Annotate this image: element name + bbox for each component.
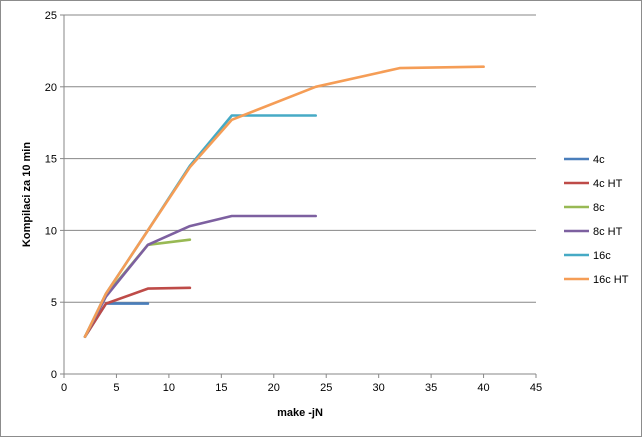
x-tick-label: 45 [530, 382, 542, 394]
x-tick-label: 30 [373, 382, 385, 394]
y-tick-label: 25 [45, 10, 57, 22]
x-tick-label: 25 [320, 382, 332, 394]
legend-label: 4c [593, 154, 605, 166]
y-tick-label: 20 [45, 82, 57, 94]
y-tick-label: 0 [51, 369, 57, 381]
y-tick-label: 5 [51, 297, 57, 309]
x-tick-label: 15 [215, 382, 227, 394]
legend-label: 8c [593, 202, 605, 214]
y-axis-title: Kompilaci za 10 min [21, 142, 33, 247]
series-line-4c-ht [83, 286, 192, 339]
y-tick-label: 10 [45, 225, 57, 237]
y-tick-label: 15 [45, 154, 57, 166]
legend-label: 16c HT [593, 274, 629, 286]
legend-label: 4c HT [593, 178, 623, 190]
x-tick-label: 0 [61, 382, 67, 394]
series-line-16c-ht [83, 65, 485, 339]
legend-label: 16c [593, 250, 611, 262]
x-tick-label: 5 [113, 382, 119, 394]
x-axis-title: make -jN [277, 407, 323, 419]
legend-label: 8c HT [593, 226, 623, 238]
x-tick-label: 35 [425, 382, 437, 394]
series-lines [83, 65, 485, 339]
x-tick-label: 20 [268, 382, 280, 394]
x-tick-label: 40 [477, 382, 489, 394]
x-tick-label: 10 [163, 382, 175, 394]
axes: 0 5 10 15 20 25 0 5 10 15 20 25 30 35 40 45 [45, 10, 542, 394]
legend: 4c 4c HT 8c 8c HT 16c 16c HT [564, 154, 629, 286]
gridlines [64, 14, 536, 303]
series-line-8c-ht [83, 214, 318, 339]
